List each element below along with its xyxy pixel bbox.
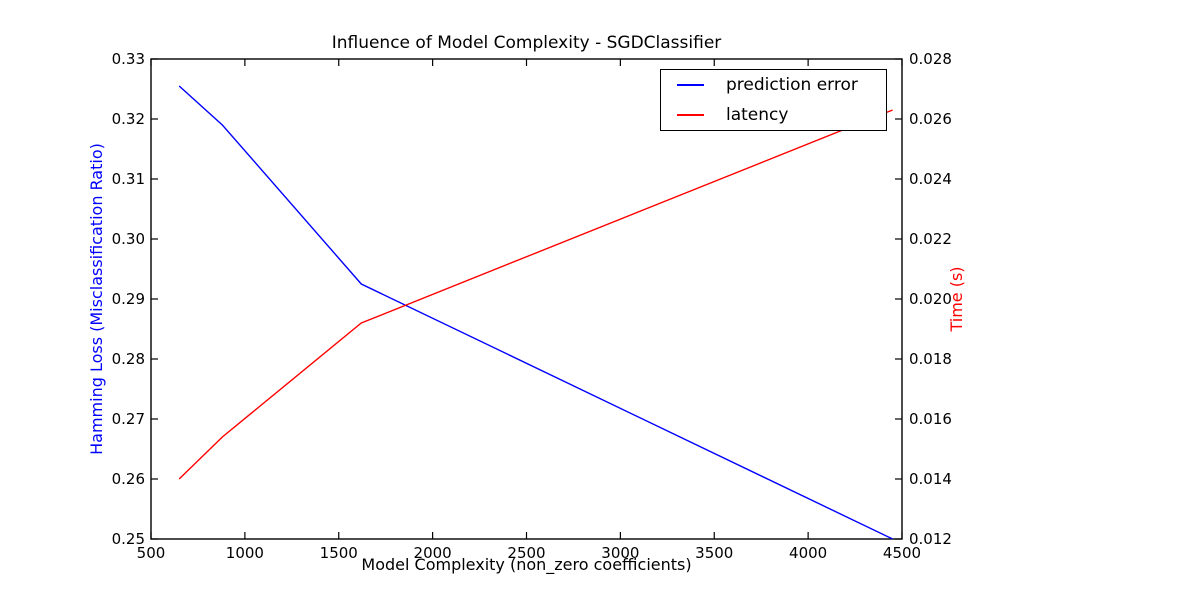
legend-label-prediction-error: prediction error: [726, 75, 858, 95]
legend-item-latency: latency: [661, 101, 886, 130]
svg-text:0.024: 0.024: [909, 170, 952, 188]
x-axis-label: Model Complexity (non_zero coefficients): [361, 555, 692, 574]
svg-text:0.25: 0.25: [112, 530, 145, 548]
svg-text:3500: 3500: [695, 544, 733, 562]
svg-text:0.020: 0.020: [909, 290, 952, 308]
svg-text:2000: 2000: [414, 544, 452, 562]
red-line-sample-icon: [677, 114, 704, 116]
legend-item-prediction-error: prediction error: [661, 71, 886, 100]
svg-text:1500: 1500: [320, 544, 358, 562]
svg-text:0.27: 0.27: [112, 410, 145, 428]
y-axis-label-left: Hamming Loss (Misclassification Ratio): [87, 143, 106, 455]
svg-text:0.31: 0.31: [112, 170, 145, 188]
svg-text:0.014: 0.014: [909, 470, 952, 488]
y-axis-label-right: Time (s): [947, 266, 966, 332]
legend-label-latency: latency: [726, 105, 789, 125]
svg-text:1000: 1000: [226, 544, 264, 562]
svg-text:0.016: 0.016: [909, 410, 952, 428]
svg-text:0.26: 0.26: [112, 470, 145, 488]
svg-text:0.012: 0.012: [909, 530, 952, 548]
svg-text:0.32: 0.32: [112, 110, 145, 128]
chart-title: Influence of Model Complexity - SGDClass…: [331, 33, 722, 53]
svg-text:2500: 2500: [507, 544, 545, 562]
svg-text:0.028: 0.028: [909, 50, 952, 68]
svg-text:500: 500: [137, 544, 166, 562]
svg-text:4500: 4500: [883, 544, 921, 562]
svg-text:4000: 4000: [789, 544, 827, 562]
blue-line-sample-icon: [677, 84, 704, 86]
svg-text:0.29: 0.29: [112, 290, 145, 308]
svg-text:0.018: 0.018: [909, 350, 952, 368]
svg-text:0.022: 0.022: [909, 230, 952, 248]
svg-text:3000: 3000: [601, 544, 639, 562]
svg-text:0.28: 0.28: [112, 350, 145, 368]
svg-text:0.30: 0.30: [112, 230, 145, 248]
legend: prediction error latency: [660, 69, 887, 131]
svg-text:0.33: 0.33: [112, 50, 145, 68]
svg-text:0.026: 0.026: [909, 110, 952, 128]
